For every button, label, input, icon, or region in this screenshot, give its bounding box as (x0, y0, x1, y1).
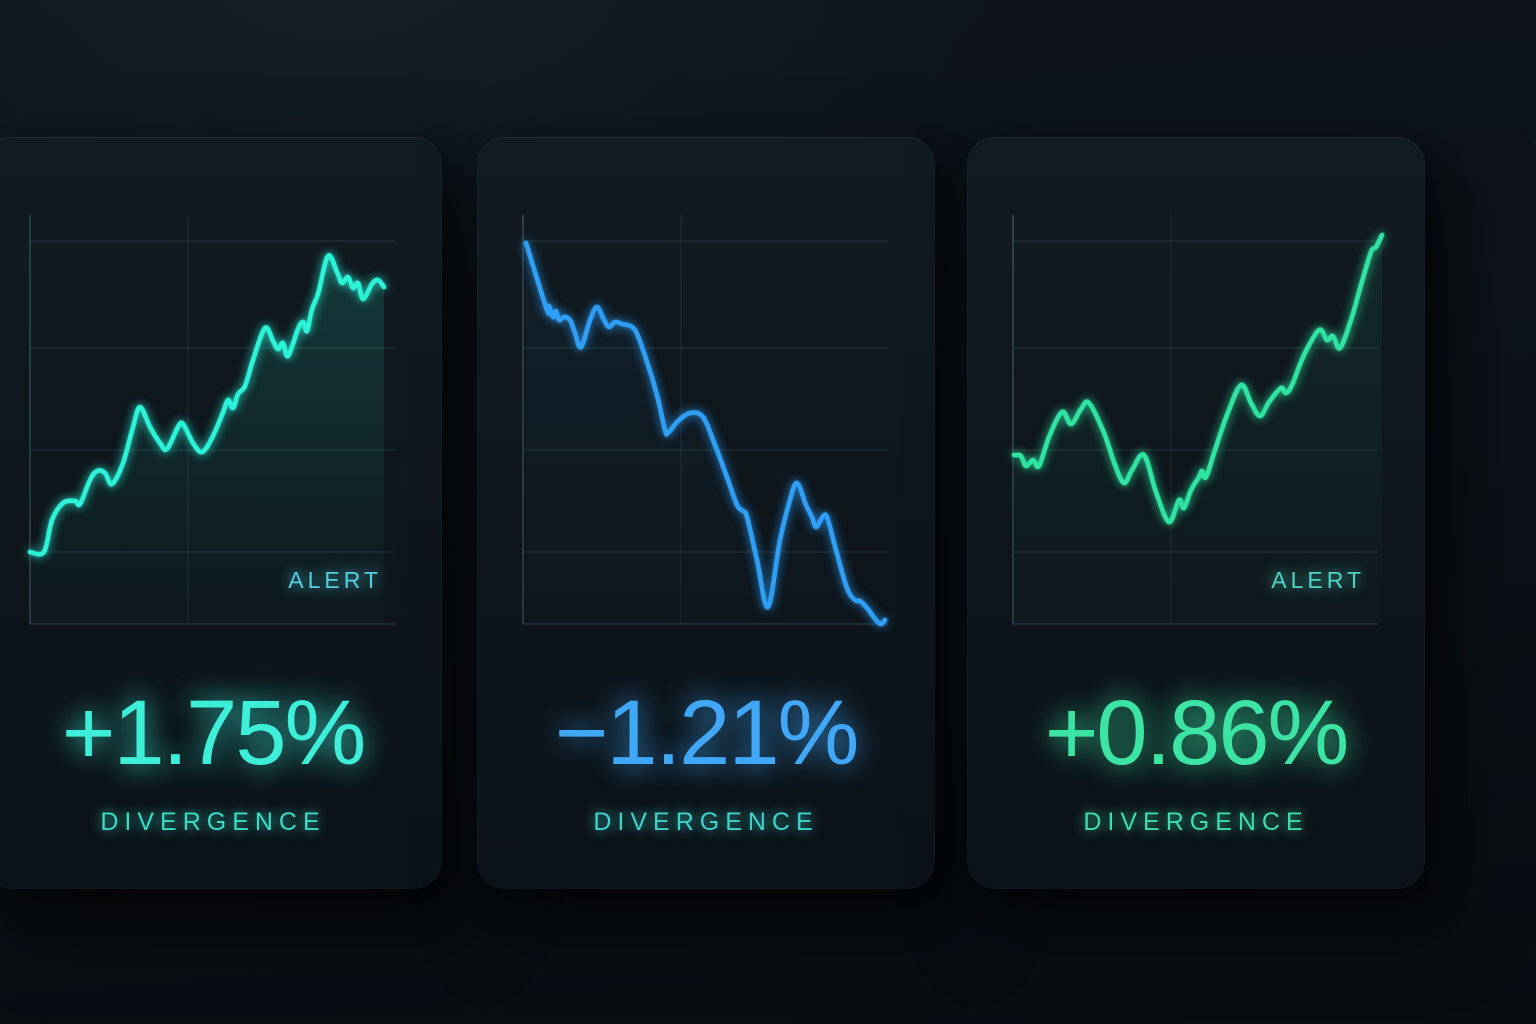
chart-line (1011, 232, 1385, 525)
alert-badge: ALERT (288, 567, 382, 593)
chart-area-fill (1014, 235, 1382, 624)
chart-area-fill (30, 255, 384, 624)
divergence-card-2: −1.21% DIVERGENCE (477, 137, 935, 889)
divergence-value: +1.75% (61, 682, 367, 784)
alert-badge: ALERT (1271, 567, 1365, 593)
sparkline-chart-2 (522, 215, 888, 627)
chart-area-fill (526, 243, 885, 624)
divergence-label: DIVERGENCE (1083, 808, 1309, 836)
divergence-value: −1.21% (554, 682, 860, 784)
divergence-card-1: ALERT +1.75% DIVERGENCE (0, 137, 442, 889)
chart-line (523, 240, 888, 627)
divergence-value: +0.86% (1044, 682, 1350, 784)
sparkline-chart-3 (1011, 215, 1385, 625)
chart-line (27, 253, 387, 557)
divergence-card-3: ALERT +0.86% DIVERGENCE (967, 137, 1425, 889)
divergence-label: DIVERGENCE (100, 808, 326, 836)
sparkline-chart-1 (27, 215, 395, 625)
divergence-label: DIVERGENCE (593, 808, 819, 836)
